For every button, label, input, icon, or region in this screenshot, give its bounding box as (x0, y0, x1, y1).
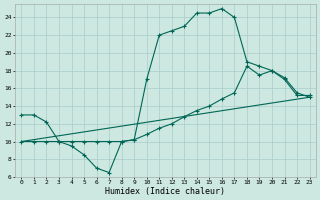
X-axis label: Humidex (Indice chaleur): Humidex (Indice chaleur) (106, 187, 226, 196)
